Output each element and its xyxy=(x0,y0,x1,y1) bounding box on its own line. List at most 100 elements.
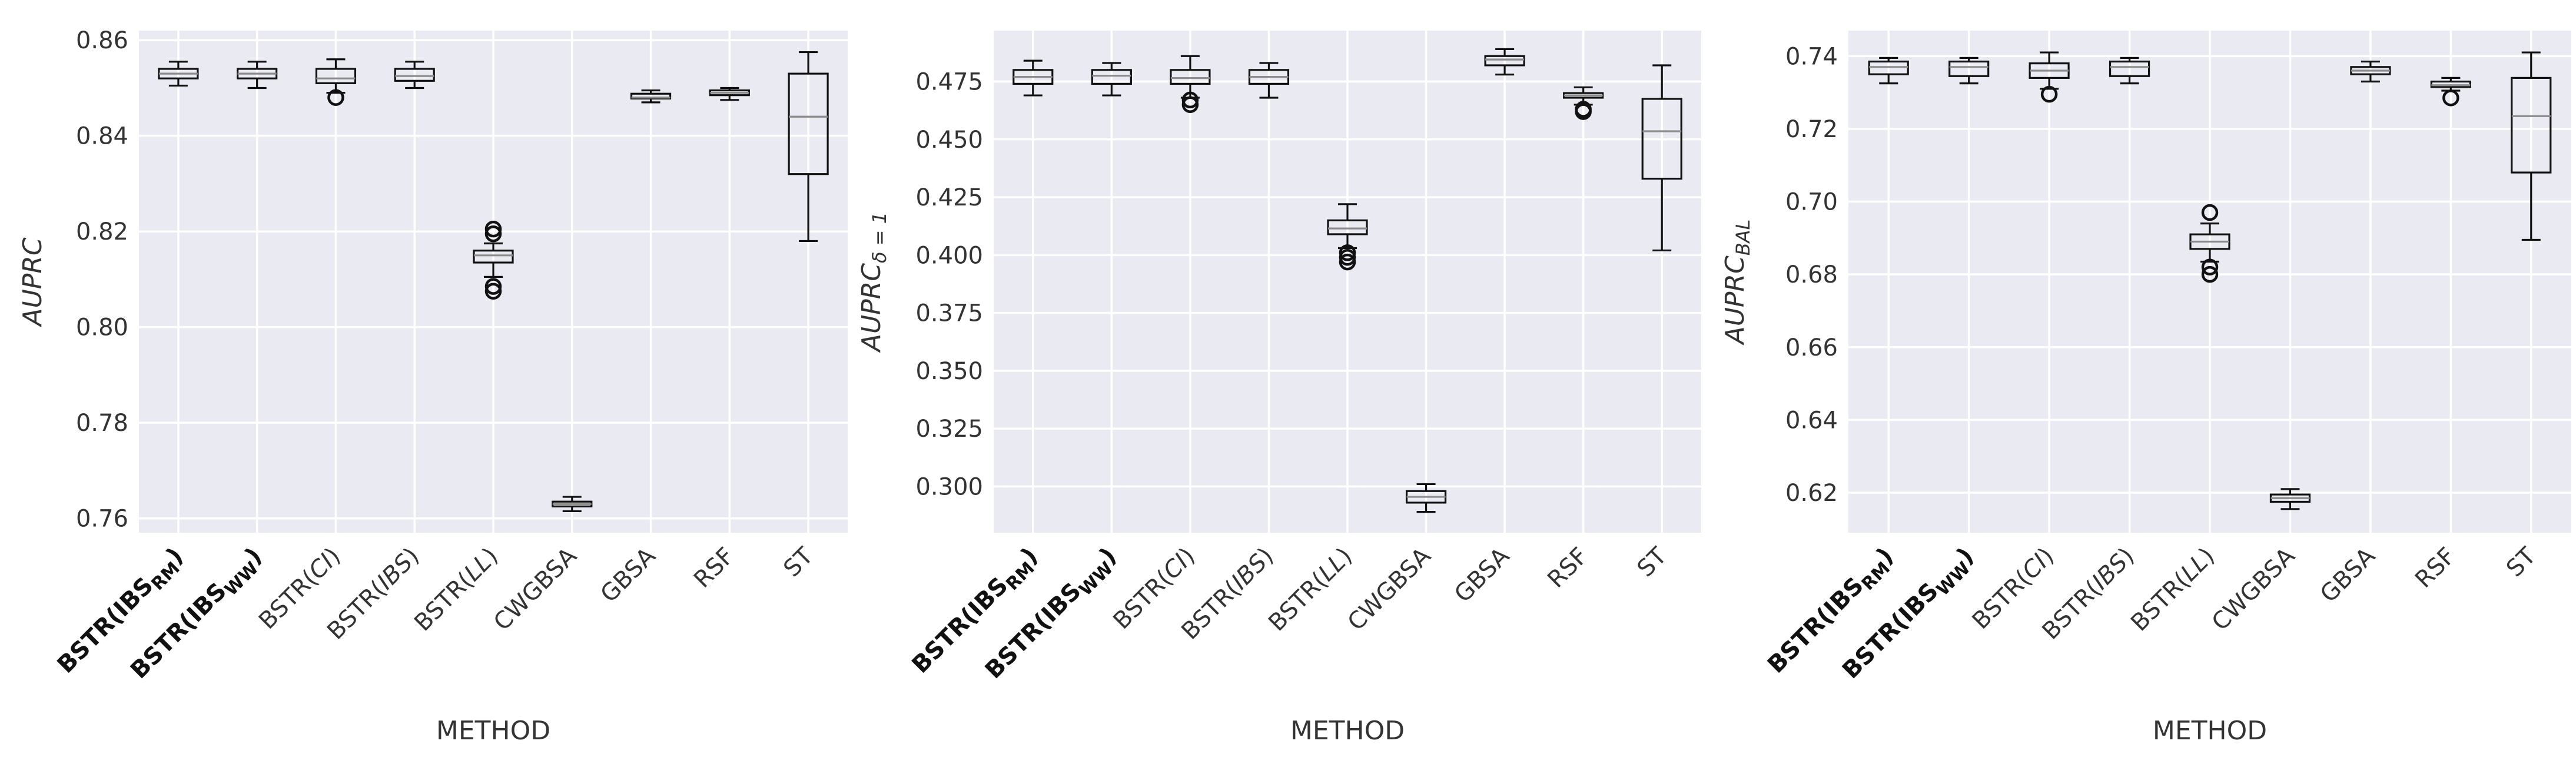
x-tick-label: BSTR(IBSWW) xyxy=(1837,543,1982,688)
x-tick-label: GBSA xyxy=(2315,542,2381,608)
box-body xyxy=(1091,69,1132,85)
box-GBSA xyxy=(630,89,672,104)
y-tick-label: 0.300 xyxy=(915,473,983,500)
x-tick-label: CWGBSA xyxy=(489,542,582,636)
y-tick-label: 0.350 xyxy=(915,358,983,385)
y-tick-label: 0.72 xyxy=(1785,116,1838,143)
y-tick-label: 0.74 xyxy=(1785,43,1838,70)
x-tick-label: GBSA xyxy=(1449,542,1515,608)
box-BSTR(CI) xyxy=(1170,55,1211,114)
outlier-point xyxy=(484,278,502,295)
outlier-point xyxy=(1339,248,1356,266)
y-tick-label: 0.76 xyxy=(76,506,128,533)
outlier-point xyxy=(1339,244,1356,261)
x-tick-label: BSTR(IBSWW) xyxy=(125,543,270,688)
y-tick-label: 0.400 xyxy=(915,242,983,269)
x-tick-label: RSF xyxy=(1542,543,1593,593)
box-CWGBSA xyxy=(2269,488,2311,510)
outlier-point xyxy=(1181,91,1199,109)
outlier-point xyxy=(484,220,502,238)
box-BSTR(LL) xyxy=(2189,204,2230,283)
y-tick-label: 0.80 xyxy=(76,314,128,341)
box-BSTR(IBS) xyxy=(2109,57,2150,85)
x-tick-label: ST xyxy=(2501,542,2541,582)
outlier-point xyxy=(2040,85,2058,103)
y-axis-title: AUPRCδ = 1 xyxy=(857,212,891,353)
x-tick-label: BSTR(LL) xyxy=(2126,543,2220,637)
outlier-point xyxy=(1575,101,1592,118)
outlier-point xyxy=(327,89,344,106)
box-RSF xyxy=(2430,77,2471,107)
box-ST xyxy=(1641,64,1682,252)
box-body xyxy=(2109,60,2150,77)
box-body xyxy=(1484,55,1525,67)
box-BSTR(IBS_WW) xyxy=(1948,57,1990,85)
box-GBSA xyxy=(1484,48,1525,76)
y-tick-label: 0.68 xyxy=(1785,261,1838,288)
x-tick-label: CWGBSA xyxy=(2207,542,2301,636)
x-tick-label: BSTR(IBSRM) xyxy=(907,543,1047,682)
box-BSTR(IBS_RM) xyxy=(158,61,199,87)
x-tick-label: ST xyxy=(778,542,818,582)
box-BSTR(CI) xyxy=(315,58,357,106)
outlier-point xyxy=(2201,204,2219,221)
chart-panel-2: 0.300 0.325 0.350 0.375 0.400 0.425 0.450 0.475… xyxy=(857,31,1701,746)
box-BSTR(IBS) xyxy=(1248,62,1290,99)
outlier-point xyxy=(2201,265,2219,283)
box-body xyxy=(394,68,435,82)
box-BSTR(IBS_WW) xyxy=(1091,62,1132,97)
box-body xyxy=(1948,60,1990,77)
y-tick-label: 0.425 xyxy=(915,184,983,211)
x-tick-label: GBSA xyxy=(595,542,661,608)
x-tick-label: BSTR(LL) xyxy=(409,543,503,637)
box-body xyxy=(1641,98,1682,180)
box-BSTR(IBS_RM) xyxy=(1013,59,1054,97)
y-tick-label: 0.450 xyxy=(915,127,983,154)
y-tick-label: 0.62 xyxy=(1785,480,1838,507)
x-tick-label: BSTR(IBSWW) xyxy=(980,543,1125,688)
y-tick-label: 0.70 xyxy=(1785,189,1838,216)
outlier-point xyxy=(484,225,502,243)
box-ST xyxy=(788,51,829,243)
box-body xyxy=(630,92,672,99)
chart-panel-3: 0.620.640.660.680.700.720.74BSTR(IBSRM)B… xyxy=(1720,31,2571,746)
box-BSTR(CI) xyxy=(2029,51,2070,103)
y-tick-label: 0.78 xyxy=(76,410,128,437)
y-tick-label: 0.86 xyxy=(76,27,128,54)
x-tick-label: BSTR(IBSRM) xyxy=(1762,543,1902,682)
outlier-point xyxy=(1181,96,1199,114)
y-tick-label: 0.64 xyxy=(1785,407,1838,434)
x-tick-label: ST xyxy=(1632,542,1672,582)
box-CWGBSA xyxy=(552,496,593,513)
outlier-point xyxy=(2201,258,2219,276)
y-tick-label: 0.475 xyxy=(915,68,983,95)
box-GBSA xyxy=(2350,60,2391,83)
box-body xyxy=(2511,77,2552,174)
box-body xyxy=(788,72,829,175)
box-CWGBSA xyxy=(1405,483,1447,513)
x-tick-label: BSTR(IBSRM) xyxy=(52,543,192,682)
y-axis-title: AUPRC xyxy=(18,237,48,327)
box-BSTR(IBS_WW) xyxy=(237,61,278,89)
chart-panel-1: 0.760.780.800.820.840.86BSTR(IBSRM)BSTR(… xyxy=(18,27,848,746)
box-BSTR(IBS_RM) xyxy=(1868,57,1909,85)
x-tick-label: BSTR(LL) xyxy=(1263,543,1357,637)
x-tick-label: RSF xyxy=(689,543,739,593)
outlier-point xyxy=(2442,89,2459,107)
box-BSTR(LL) xyxy=(1327,203,1368,271)
x-axis-title: METHOD xyxy=(436,716,550,746)
box-BSTR(IBS) xyxy=(394,61,435,89)
x-axis-title: METHOD xyxy=(2153,716,2267,746)
box-body xyxy=(315,68,357,84)
y-tick-label: 0.325 xyxy=(915,416,983,443)
box-body xyxy=(1170,69,1211,85)
box-BSTR(LL) xyxy=(473,220,514,300)
box-RSF xyxy=(709,87,750,101)
x-tick-label: RSF xyxy=(2410,543,2461,593)
y-tick-label: 0.84 xyxy=(76,123,128,150)
x-axis-title: METHOD xyxy=(1290,716,1405,746)
y-tick-label: 0.375 xyxy=(915,300,983,327)
box-RSF xyxy=(1563,86,1604,120)
box-body xyxy=(1327,219,1368,235)
